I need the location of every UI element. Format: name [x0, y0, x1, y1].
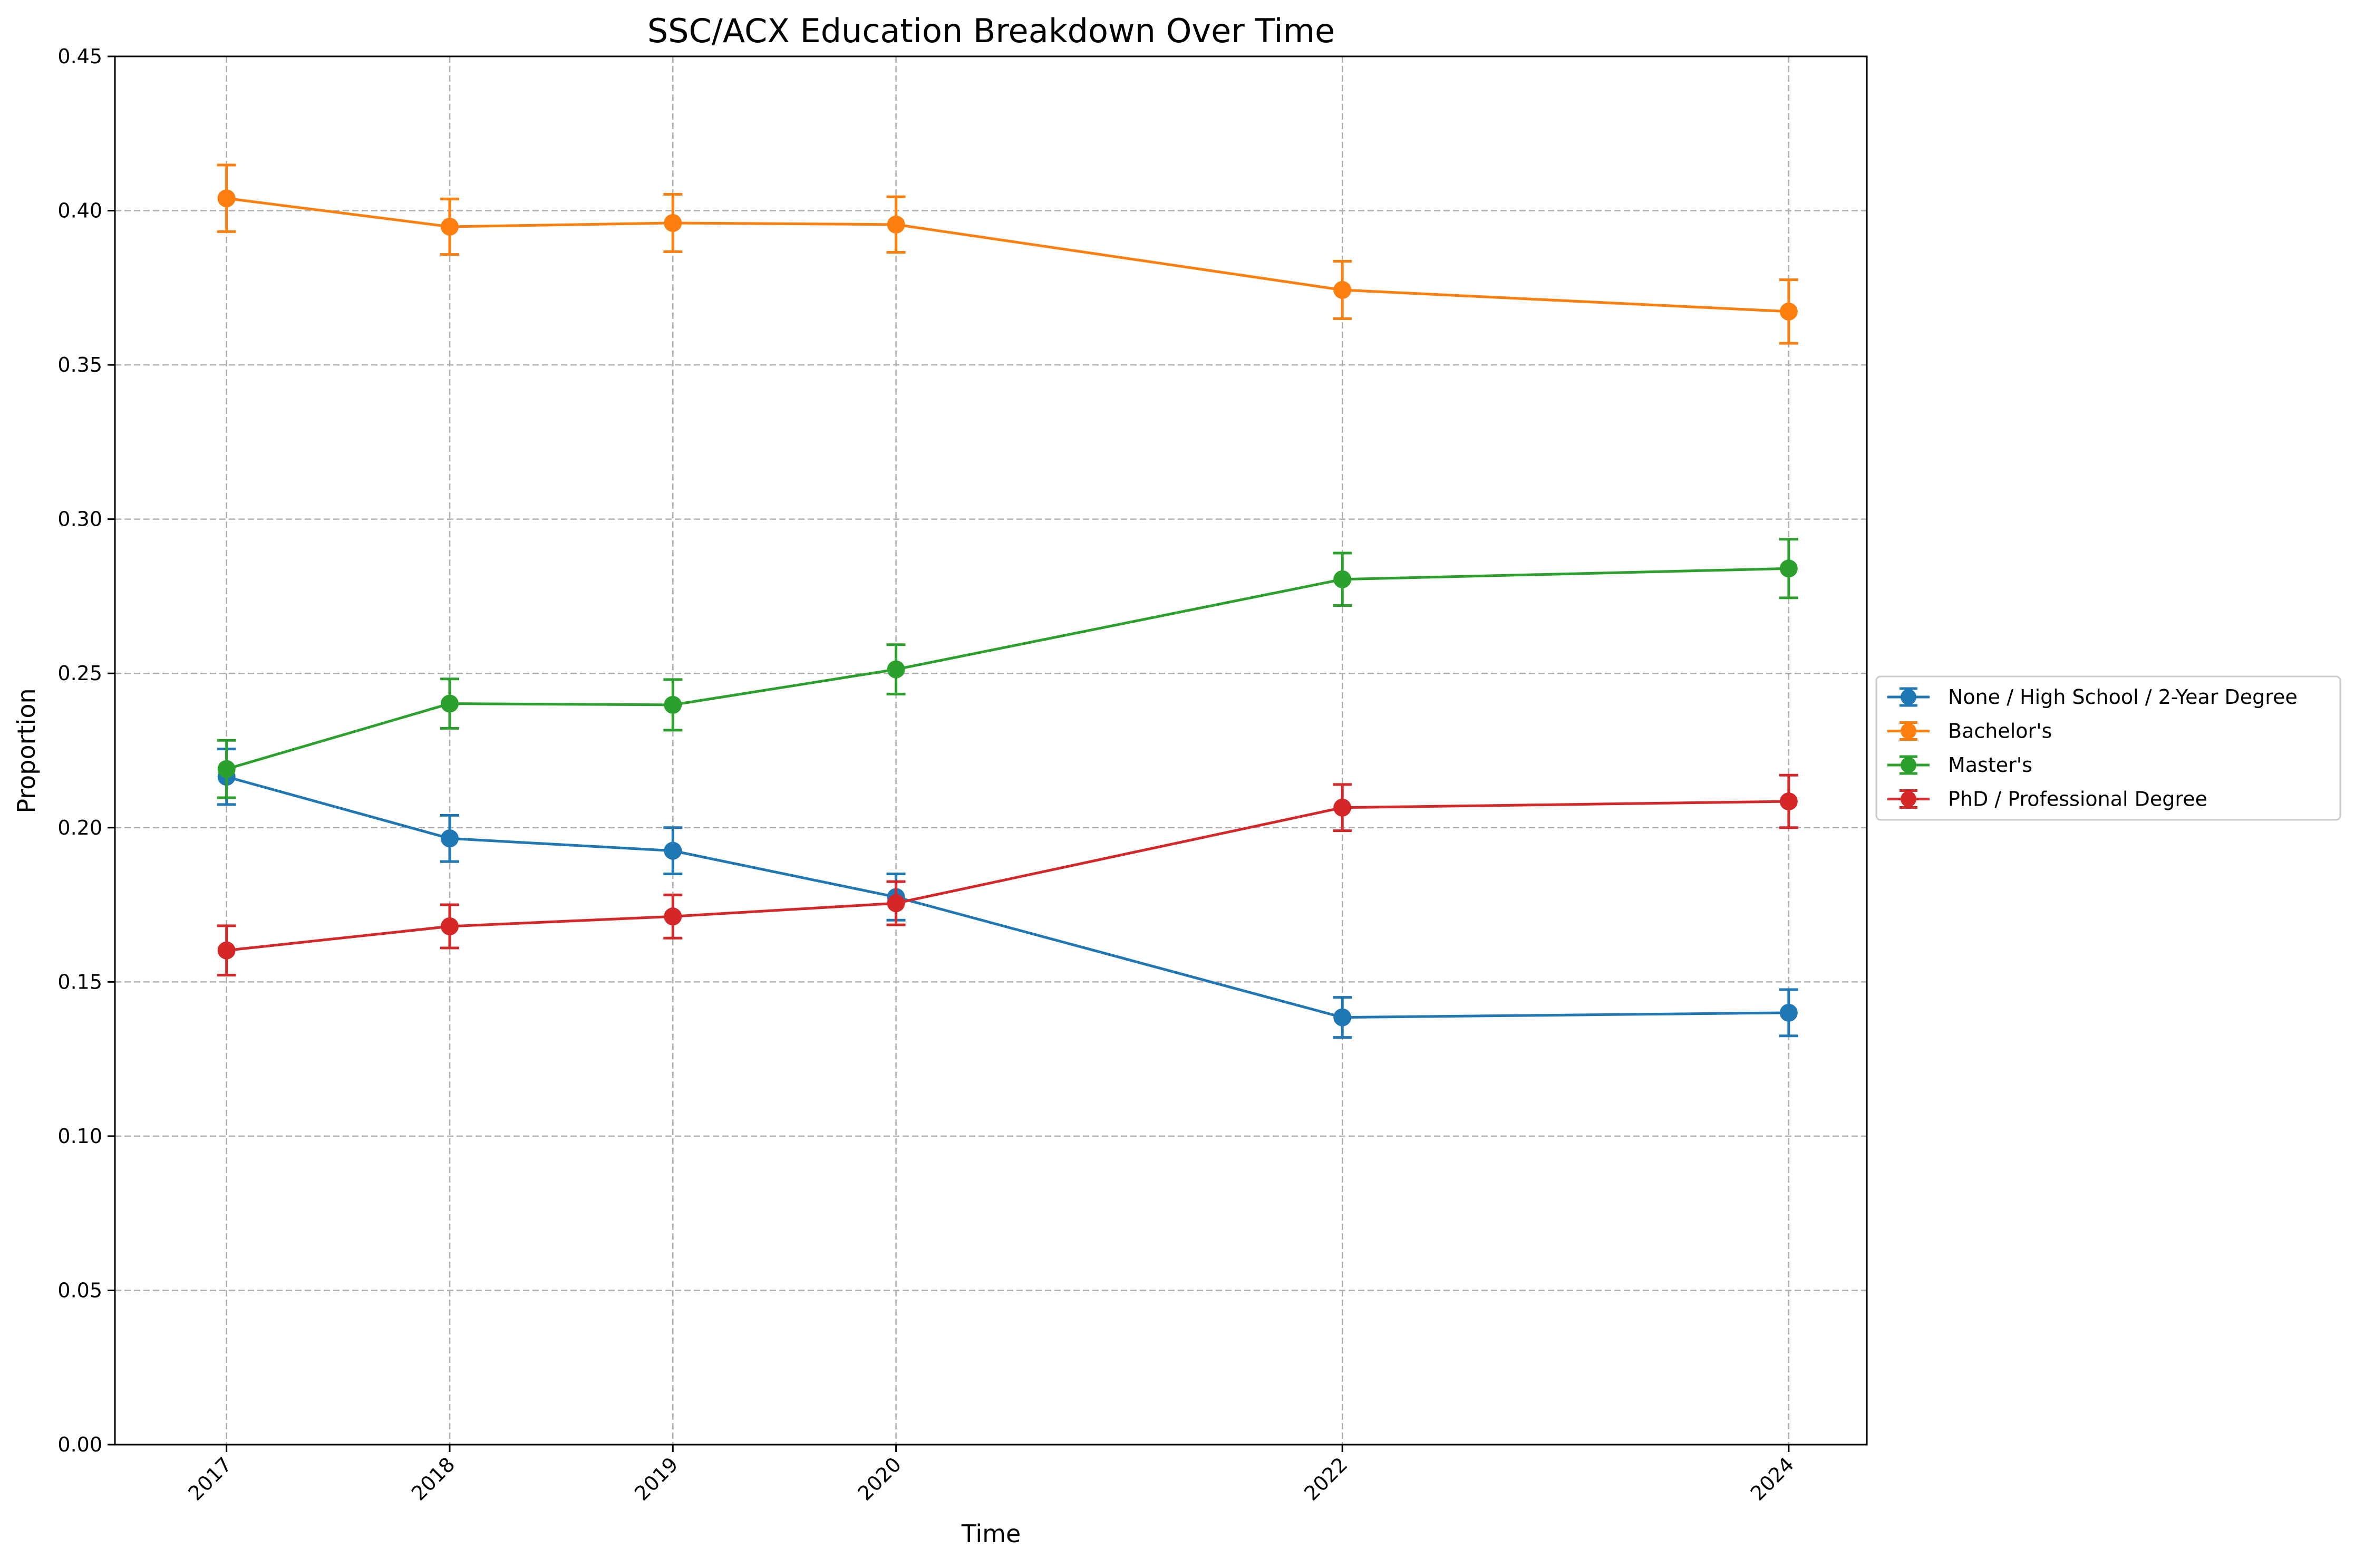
- data-point: [887, 894, 905, 913]
- series-line: [226, 197, 1789, 313]
- y-tick-label: 0.40: [57, 199, 102, 222]
- data-point: [664, 214, 682, 232]
- legend-marker: [1901, 791, 1916, 807]
- y-tick-label: 0.25: [57, 662, 102, 685]
- series-line: [226, 567, 1789, 771]
- series-3: [217, 773, 1798, 976]
- legend-entry: Bachelor's: [1887, 720, 2052, 743]
- y-tick-label: 0.15: [57, 970, 102, 993]
- data-point: [217, 189, 236, 208]
- data-point: [887, 660, 905, 679]
- legend-marker: [1901, 723, 1916, 739]
- data-point: [1333, 1008, 1352, 1027]
- data-point: [1779, 1003, 1798, 1022]
- series-1: [217, 163, 1798, 345]
- data-point: [440, 217, 459, 236]
- plot-frame: [114, 55, 1868, 1446]
- chart-title: SSC/ACX Education Breakdown Over Time: [647, 12, 1335, 50]
- y-tick-label: 0.35: [57, 353, 102, 376]
- data-point: [1333, 570, 1352, 588]
- legend-marker: [1901, 689, 1916, 705]
- data-point: [1779, 302, 1798, 321]
- data-point: [217, 941, 236, 960]
- series-line: [226, 775, 1789, 1019]
- y-axis: 0.00 0.05 0.10 0.15 0.20 0.25 0.30 0.35 0.40 0.45: [57, 45, 115, 1456]
- data-point: [664, 907, 682, 926]
- legend-entry: PhD / Professional Degree: [1887, 788, 2207, 811]
- legend-label: PhD / Professional Degree: [1948, 788, 2207, 811]
- data-point: [1779, 792, 1798, 811]
- y-tick-label: 0.00: [57, 1433, 102, 1456]
- series-2: [217, 538, 1798, 799]
- legend-items: None / High School / 2-Year Degree Bachel…: [1887, 685, 2298, 811]
- series-line: [226, 800, 1789, 952]
- legend-entry: None / High School / 2-Year Degree: [1887, 685, 2298, 709]
- data-point: [440, 694, 459, 713]
- series-layer: [217, 163, 1798, 1039]
- y-axis-title: Proportion: [12, 688, 41, 813]
- data-point: [1333, 798, 1352, 817]
- data-point: [1333, 280, 1352, 299]
- legend-label: Bachelor's: [1948, 720, 2052, 743]
- data-point: [1779, 559, 1798, 578]
- data-point: [217, 760, 236, 778]
- y-tick-label: 0.45: [57, 45, 102, 68]
- legend-label: Master's: [1948, 753, 2032, 777]
- legend-marker: [1901, 757, 1916, 773]
- y-tick-label: 0.10: [57, 1125, 102, 1148]
- data-point: [440, 917, 459, 936]
- y-tick-label: 0.20: [57, 816, 102, 839]
- data-point: [440, 829, 459, 848]
- data-point: [887, 215, 905, 234]
- legend-entry: Master's: [1887, 753, 2032, 777]
- y-tick-label: 0.05: [57, 1279, 102, 1302]
- data-point: [664, 695, 682, 714]
- data-point: [664, 841, 682, 860]
- legend: None / High School / 2-Year Degree Bachel…: [1875, 675, 2341, 821]
- series-0: [217, 748, 1798, 1039]
- y-tick-label: 0.30: [57, 508, 102, 531]
- x-axis-title: Time: [961, 1519, 1021, 1548]
- legend-box: [1875, 675, 2341, 821]
- legend-label: None / High School / 2-Year Degree: [1948, 685, 2298, 709]
